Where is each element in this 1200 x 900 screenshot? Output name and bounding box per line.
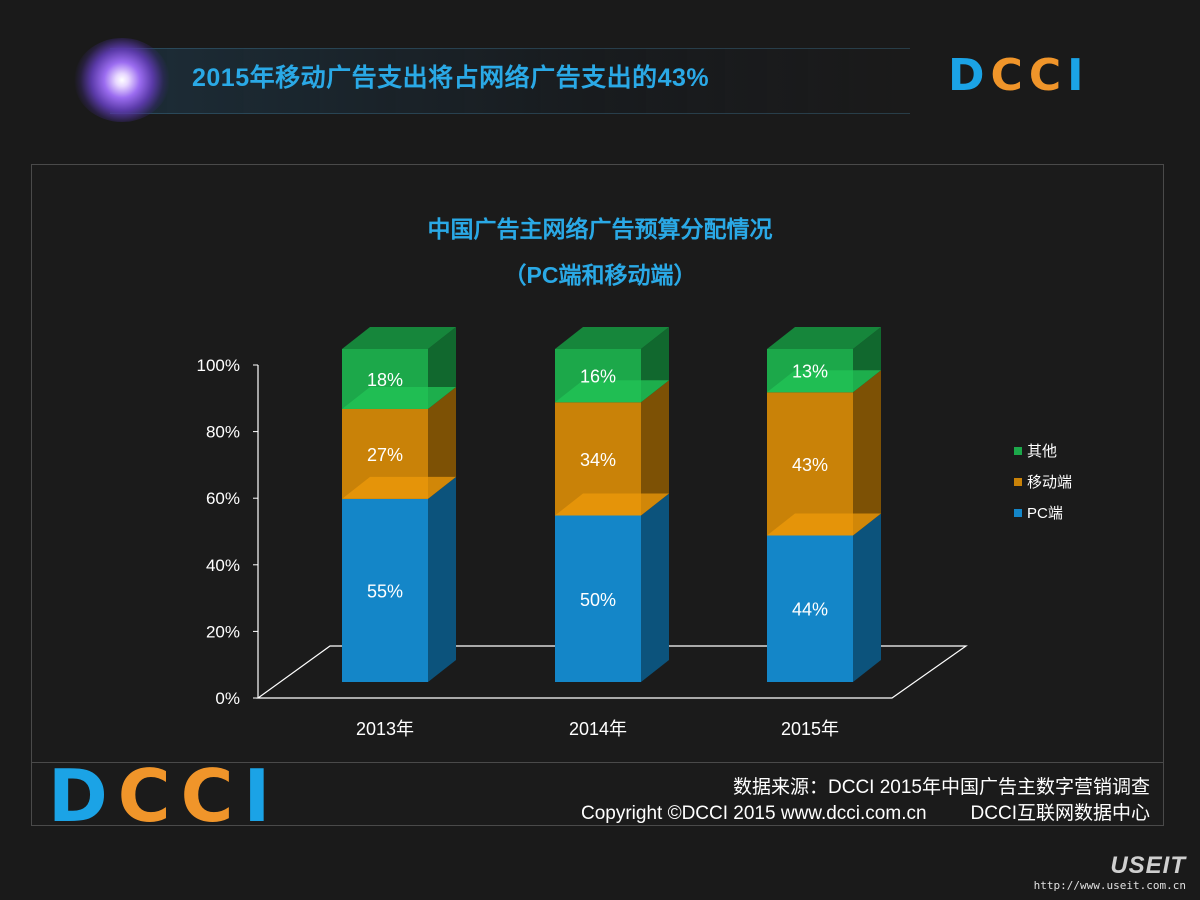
bar-side-移动端-2013年 [428, 386, 456, 499]
bar-side-移动端-2014年 [641, 380, 669, 516]
bar-PC端-2014年 [555, 515, 641, 682]
footer-source: 数据来源：DCCI 2015年中国广告主数字营销调查 [733, 777, 1150, 798]
y-tick-label: 0% [215, 689, 240, 708]
bar-side-PC端-2015年 [853, 513, 881, 682]
bar-cap-移动端-2013年 [342, 476, 456, 499]
y-tick-label: 40% [206, 556, 240, 575]
starburst-icon [74, 38, 170, 122]
bar-top-cap-2014年 [555, 327, 669, 349]
bar-side-移动端-2015年 [853, 370, 881, 536]
bar-移动端-2015年 [767, 392, 853, 536]
bar-side-PC端-2014年 [641, 493, 669, 682]
legend-label: 其他 [1027, 443, 1057, 460]
x-tick-label: 2013年 [356, 719, 414, 739]
footer-copyright-line: Copyright ©DCCI 2015 www.dcci.com.cn DCCI… [581, 798, 1150, 825]
chart-floor [256, 645, 968, 699]
data-label: 34% [580, 450, 616, 470]
footer-org: DCCI互联网数据中心 [970, 803, 1150, 824]
bar-cap-移动端-2014年 [555, 493, 669, 516]
legend-label: PC端 [1027, 505, 1063, 522]
data-label: 16% [580, 367, 616, 387]
legend-label: 移动端 [1027, 474, 1072, 491]
bar-cap-其他-2015年 [767, 370, 881, 393]
watermark-url: http://www.useit.com.cn [1033, 879, 1186, 892]
bar-PC端-2015年 [767, 535, 853, 682]
chart-title: 中国广告主网络广告预算分配情况 [427, 216, 773, 242]
bar-top-cap-2015年 [767, 327, 881, 349]
watermark-brand: USEIT [1110, 852, 1186, 879]
y-tick-label: 80% [206, 423, 240, 442]
data-label: 50% [580, 590, 616, 610]
header-band [110, 48, 910, 114]
data-label: 44% [792, 600, 828, 620]
dcci-logo-top: DCCI [948, 50, 1090, 101]
bar-PC端-2013年 [342, 498, 428, 682]
data-label: 43% [792, 455, 828, 475]
legend-swatch [1014, 447, 1022, 455]
bar-cap-其他-2014年 [555, 380, 669, 403]
y-tick-label: 20% [206, 622, 240, 641]
y-tick-label: 100% [197, 356, 240, 375]
data-label: 55% [367, 581, 403, 601]
page-title: 2015年移动广告支出将占网络广告支出的43% [192, 64, 710, 92]
chart-subtitle: （PC端和移动端） [503, 262, 697, 288]
y-tick-label: 60% [206, 489, 240, 508]
data-label: 27% [367, 445, 403, 465]
bar-side-PC端-2013年 [428, 476, 456, 682]
footer-copyright: Copyright ©DCCI 2015 www.dcci.com.cn [580, 803, 927, 824]
legend-swatch [1014, 478, 1022, 486]
dcci-logo-bottom: DCCI [48, 754, 281, 838]
data-label: 13% [792, 362, 828, 382]
x-tick-label: 2014年 [569, 719, 627, 739]
legend-swatch [1014, 509, 1022, 517]
bar-top-cap-2013年 [342, 327, 456, 349]
data-label: 18% [367, 370, 403, 390]
bar-cap-其他-2013年 [342, 386, 456, 409]
bar-cap-移动端-2015年 [767, 513, 881, 536]
panel-divider [31, 762, 1164, 763]
x-tick-label: 2015年 [781, 719, 839, 739]
